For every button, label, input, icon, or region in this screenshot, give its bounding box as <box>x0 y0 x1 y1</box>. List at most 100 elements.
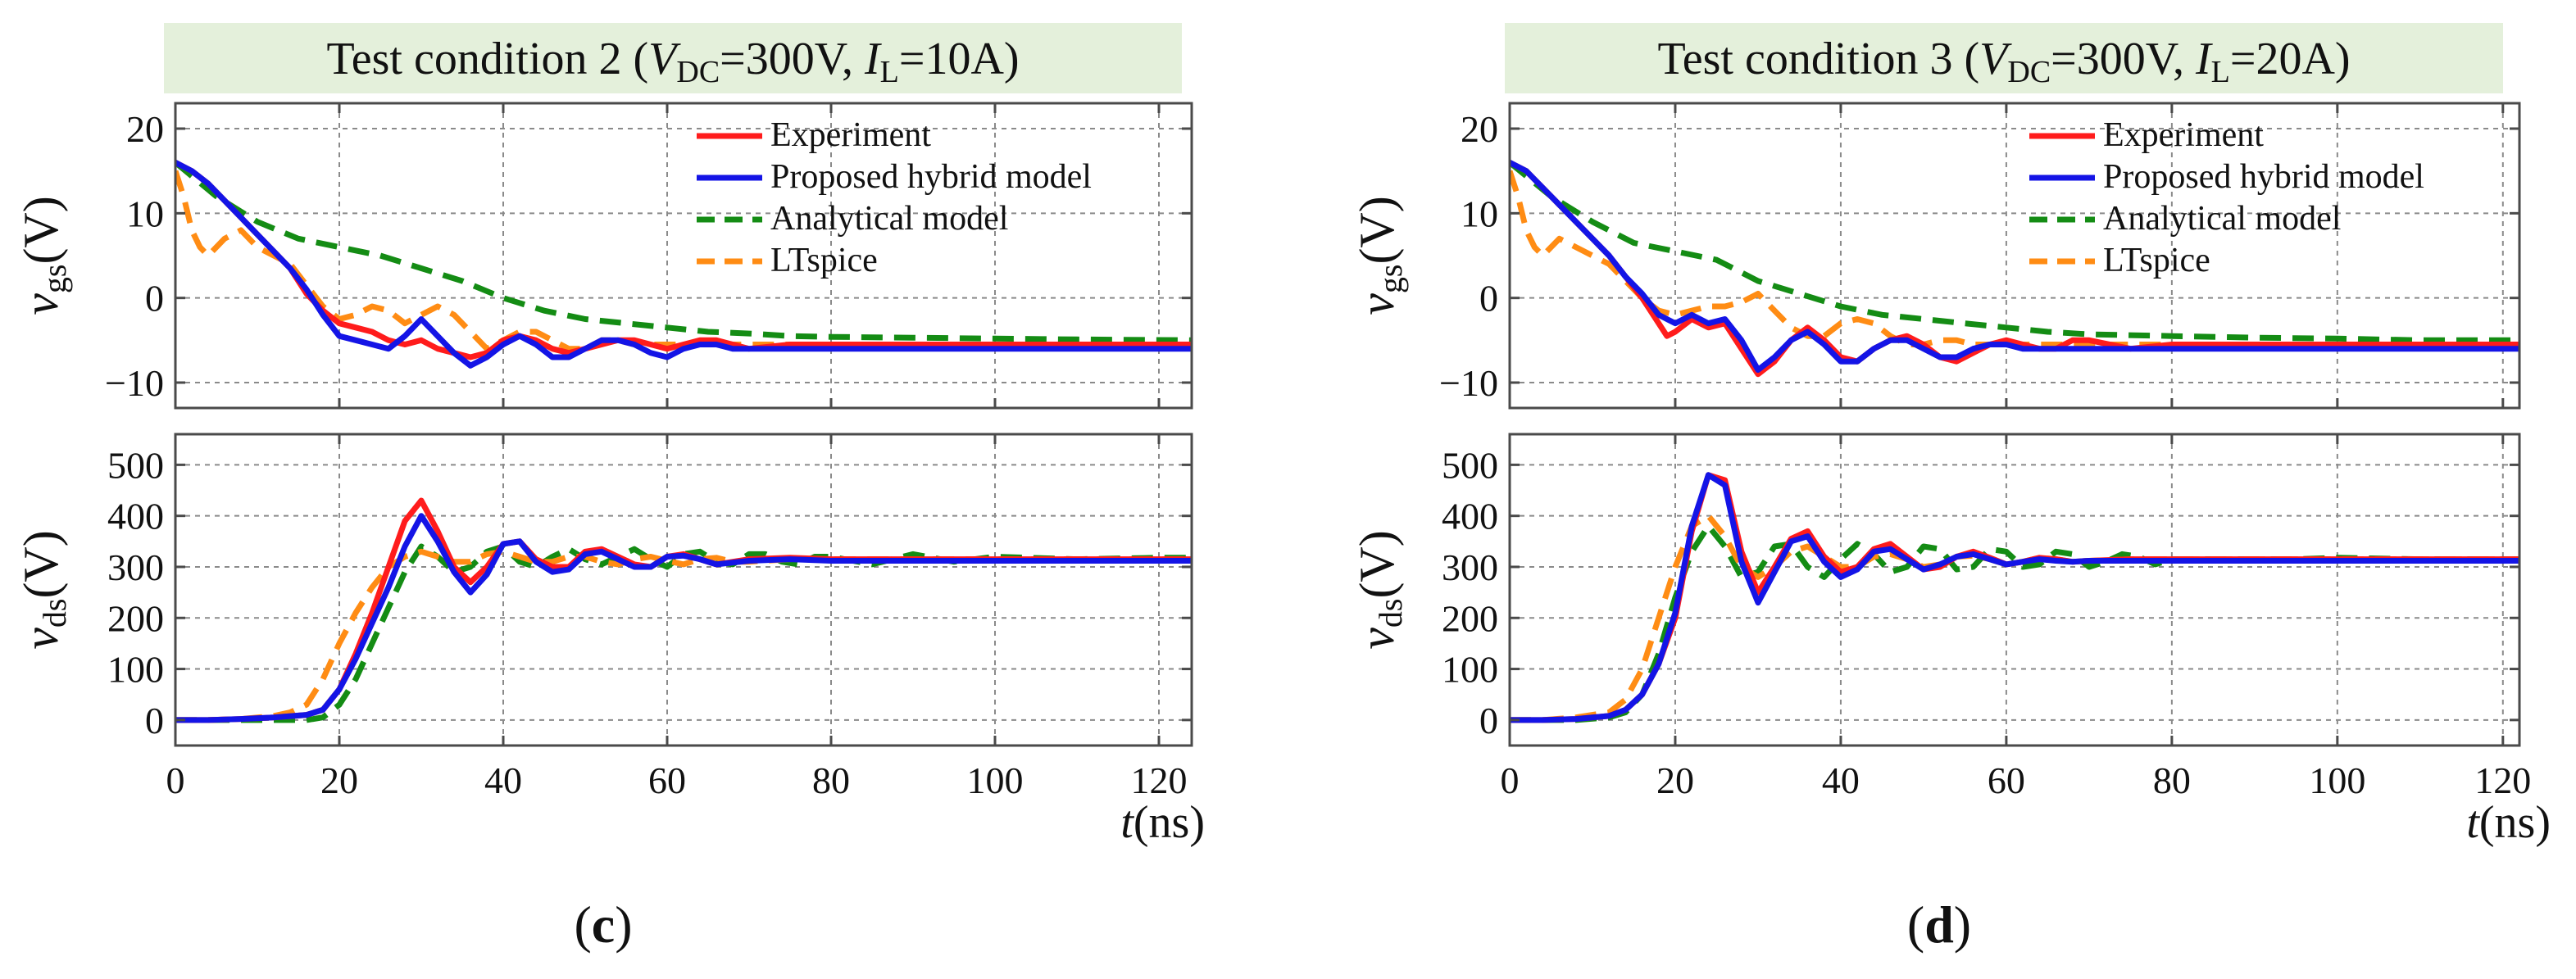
legend-label: Proposed hybrid model <box>770 158 1092 196</box>
series-group <box>175 159 1192 369</box>
y-tick-label: 400 <box>107 496 164 537</box>
x-tick-label: 100 <box>967 759 1024 801</box>
y-tick-label: 0 <box>1479 700 1498 741</box>
ylabel-unit: (V) <box>1350 196 1404 264</box>
ylabel-subscript: ds <box>1372 599 1409 628</box>
ylabel-subscript: gs <box>1372 265 1409 294</box>
caption-paren: ) <box>1954 895 1971 954</box>
title-il-value: =10A) <box>899 34 1020 84</box>
title-vdc-value: =300V, <box>720 34 865 84</box>
axis-top-d: 20 10 0 −10 vgs(V) <box>1350 102 2521 410</box>
xlabel-symbol: t <box>2466 797 2480 848</box>
axis-bottom-c: 500 400 300 200 100 00 20 40 60 80 100 120 vds(V) <box>14 433 1193 801</box>
panel-caption: (d) <box>1907 895 1971 954</box>
series-line-proposed-hybrid-model <box>175 513 1192 723</box>
ylabel-subscript: ds <box>36 599 73 628</box>
series-group <box>1510 472 2519 723</box>
x-tick-label: 60 <box>1988 759 2025 801</box>
legend-label: LTspice <box>770 242 878 279</box>
chart-panel-d: Test condition 3 (VDC=300V, IL=20A)20100… <box>1350 23 2551 954</box>
x-tick-label: 80 <box>812 759 850 801</box>
y-tick-label: 300 <box>1442 546 1498 588</box>
y-tick-label: −10 <box>1439 362 1498 404</box>
legend-label: Analytical model <box>770 200 1008 238</box>
series-line-analytical-model <box>1510 523 2519 723</box>
xlabel-symbol: t <box>1120 797 1134 848</box>
x-tick-label: 20 <box>320 759 358 801</box>
y-tick-label: 0 <box>145 700 164 741</box>
y-axis-label: vds(V) <box>1350 530 1409 650</box>
x-tick-label: 80 <box>2153 759 2191 801</box>
legend-label: Proposed hybrid model <box>2103 158 2424 196</box>
caption-letter: c <box>592 895 615 954</box>
ylabel-subscript: gs <box>36 265 73 294</box>
y-tick-label: 0 <box>1479 278 1498 320</box>
title-vdc-subscript: DC <box>676 55 720 89</box>
legend-label: LTspice <box>2103 242 2210 279</box>
title-text: Test condition 2 ( <box>326 34 648 84</box>
ylabel-unit: (V) <box>14 196 68 264</box>
plot-frame <box>174 102 1193 410</box>
series-line-experiment <box>175 497 1192 723</box>
y-tick-label: 20 <box>1461 108 1498 150</box>
title-vdc-value: =300V, <box>2051 34 2196 84</box>
x-tick-label: 100 <box>2309 759 2365 801</box>
legend-c: Experiment Proposed hybrid model Analytica… <box>697 116 1092 279</box>
xlabel-unit: (ns) <box>2479 797 2551 848</box>
series-line-analytical-model <box>175 543 1192 723</box>
y-tick-label: 100 <box>107 649 164 691</box>
y-axis-label: vds(V) <box>14 530 73 650</box>
x-tick-label: 0 <box>166 759 185 801</box>
series-line-analytical-model <box>175 160 1192 343</box>
series-line-proposed-hybrid-model <box>175 159 1192 369</box>
y-tick-label: 400 <box>1442 496 1498 537</box>
axis-top-c: 20 10 0 −10 vgs(V) <box>14 102 1193 410</box>
x-tick-label: 0 <box>1501 759 1520 801</box>
y-tick-label: 500 <box>107 444 164 486</box>
chart-title-box <box>1505 23 2503 93</box>
legend-d: Experiment Proposed hybrid model Analytica… <box>2029 116 2424 279</box>
ylabel-symbol: v <box>14 293 68 315</box>
xlabel-unit: (ns) <box>1134 797 1205 848</box>
y-tick-label: 300 <box>107 546 164 588</box>
y-tick-label: 100 <box>1442 649 1498 691</box>
caption-paren: ( <box>574 895 591 954</box>
y-tick-label: −10 <box>105 362 164 404</box>
series-line-proposed-hybrid-model <box>1510 159 2519 373</box>
title-vdc-symbol: V <box>1979 34 2012 84</box>
legend-label: Experiment <box>770 116 931 154</box>
y-tick-label: 10 <box>1461 193 1498 234</box>
title-vdc-symbol: V <box>648 34 681 84</box>
ylabel-unit: (V) <box>1350 530 1404 598</box>
ylabel-symbol: v <box>14 628 68 650</box>
legend-label: Experiment <box>2103 116 2264 154</box>
caption-paren: ( <box>1907 895 1924 954</box>
x-axis-label: t(ns) <box>1120 797 1205 848</box>
x-axis-label: t(ns) <box>2466 797 2551 848</box>
x-tick-label: 120 <box>1131 759 1188 801</box>
chart-title: Test condition 3 (VDC=300V, IL=20A) <box>1657 34 2350 89</box>
y-tick-label: 0 <box>145 278 164 320</box>
y-axis-label: vgs(V) <box>14 196 73 315</box>
x-tick-label: 20 <box>1656 759 1694 801</box>
legend-label: Analytical model <box>2103 200 2341 238</box>
y-tick-label: 200 <box>1442 597 1498 639</box>
x-tick-label: 40 <box>1822 759 1860 801</box>
caption-letter: d <box>1924 895 1954 954</box>
ylabel-symbol: v <box>1350 293 1404 315</box>
panel-caption: (c) <box>574 895 632 954</box>
title-vdc-subscript: DC <box>2007 55 2051 89</box>
chart-panel-c: Test condition 2 (VDC=300V, IL=10A)20100… <box>14 23 1205 954</box>
plot-frame <box>1508 433 2521 747</box>
y-axis-label: vgs(V) <box>1350 196 1409 315</box>
chart-title-box <box>164 23 1182 93</box>
y-tick-label: 200 <box>107 597 164 639</box>
title-il-symbol: I <box>864 34 882 84</box>
series-line-proposed-hybrid-model <box>1510 472 2519 723</box>
y-tick-label: 20 <box>126 108 164 150</box>
axis-bottom-d: 500 400 300 200 100 00 20 40 60 80 100 120 vds(V) <box>1350 433 2531 801</box>
title-il-subscript: L <box>2211 55 2230 89</box>
title-text: Test condition 3 ( <box>1657 34 1979 84</box>
plot-frame <box>1508 102 2521 410</box>
